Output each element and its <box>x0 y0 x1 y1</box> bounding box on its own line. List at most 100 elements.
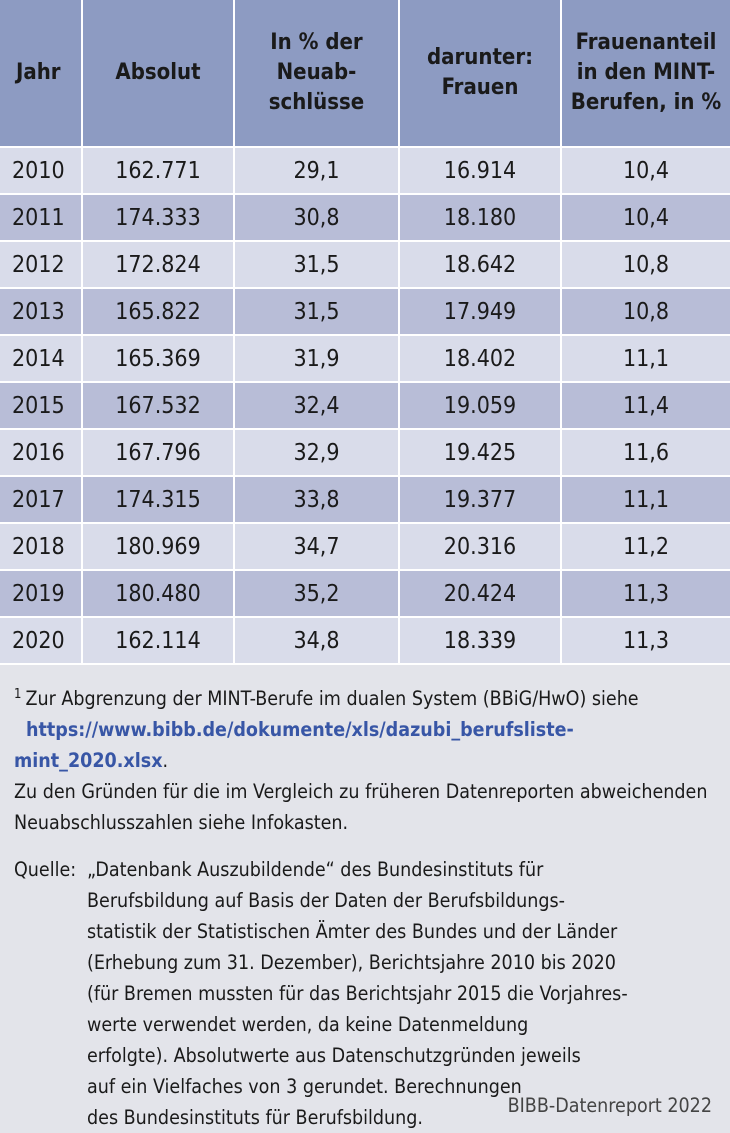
source-line: auf ein Vielfaches von 3 gerundet. Berec… <box>87 1075 522 1098</box>
header-jahr: Jahr <box>0 0 83 148</box>
table-row: 2020 162.114 34,8 18.339 11,3 <box>0 617 730 665</box>
footnote-line: 1 Zur Abgrenzung der MINT-Berufe im duale… <box>14 679 716 714</box>
cell-absolut: 165.369 <box>82 335 235 383</box>
header-frauenanteil: Frauenanteil in den MINT- Berufen, in % <box>561 0 730 148</box>
cell-anteil: 32,9 <box>234 429 400 477</box>
header-absolut: Absolut <box>82 0 235 148</box>
source-label: Quelle: <box>14 858 77 881</box>
cell-anteil: 29,1 <box>234 147 400 195</box>
cell-anteil: 31,9 <box>234 335 400 383</box>
footnote-link-line: https://www.bibb.de/dokumente/xls/dazubi… <box>14 714 716 776</box>
source-text: „Datenbank Auszubildende“ des Bundesinst… <box>87 854 716 1133</box>
cell-absolut: 165.822 <box>82 288 235 336</box>
source-line: des Bundesinstituts für Berufsbildung. <box>87 1106 423 1129</box>
footnote: 1 Zur Abgrenzung der MINT-Berufe im duale… <box>14 679 716 838</box>
cell-jahr: 2016 <box>0 429 83 477</box>
table-row: 2014 165.369 31,9 18.402 11,1 <box>0 335 730 383</box>
cell-jahr: 2018 <box>0 523 83 571</box>
source-line: (für Bremen mussten für das Berichtsjahr… <box>87 982 628 1005</box>
cell-frauen: 18.402 <box>399 335 562 383</box>
cell-absolut: 174.315 <box>82 476 235 524</box>
cell-absolut: 172.824 <box>82 241 235 289</box>
table-row: 2016 167.796 32,9 19.425 11,6 <box>0 429 730 477</box>
cell-anteil: 31,5 <box>234 288 400 336</box>
cell-absolut: 180.480 <box>82 570 235 618</box>
source-line: (Erhebung zum 31. Dezember), Berichtsjah… <box>87 951 616 974</box>
cell-frauen: 18.642 <box>399 241 562 289</box>
header-frauenanteil-line: Frauenanteil <box>575 30 717 55</box>
cell-anteil: 34,8 <box>234 617 400 665</box>
cell-frauenanteil: 10,4 <box>561 194 730 242</box>
cell-frauenanteil: 11,3 <box>561 617 730 665</box>
cell-absolut: 167.532 <box>82 382 235 430</box>
table-row: 2017 174.315 33,8 19.377 11,1 <box>0 476 730 524</box>
cell-jahr: 2020 <box>0 617 83 665</box>
cell-frauenanteil: 11,4 <box>561 382 730 430</box>
cell-frauenanteil: 11,2 <box>561 523 730 571</box>
cell-anteil: 33,8 <box>234 476 400 524</box>
header-anteil-line: schlüsse <box>268 90 365 115</box>
cell-anteil: 30,8 <box>234 194 400 242</box>
cell-jahr: 2013 <box>0 288 83 336</box>
cell-jahr: 2015 <box>0 382 83 430</box>
source-line: statistik der Statistischen Ämter des Bu… <box>87 920 618 943</box>
cell-frauen: 18.339 <box>399 617 562 665</box>
cell-jahr: 2019 <box>0 570 83 618</box>
cell-jahr: 2014 <box>0 335 83 383</box>
footnote-link[interactable]: https://www.bibb.de/dokumente/xls/dazubi… <box>14 718 574 772</box>
cell-anteil: 35,2 <box>234 570 400 618</box>
cell-frauenanteil: 11,1 <box>561 335 730 383</box>
cell-absolut: 167.796 <box>82 429 235 477</box>
cell-frauenanteil: 10,8 <box>561 241 730 289</box>
cell-frauen: 19.377 <box>399 476 562 524</box>
cell-anteil: 32,4 <box>234 382 400 430</box>
cell-frauen: 20.316 <box>399 523 562 571</box>
header-frauen: darunter: Frauen <box>399 0 562 148</box>
cell-frauenanteil: 11,1 <box>561 476 730 524</box>
footnote-continuation: Neuabschlusszahlen siehe Infokasten. <box>14 811 349 834</box>
table-row: 2015 167.532 32,4 19.059 11,4 <box>0 382 730 430</box>
footnote-link-after: . <box>162 749 169 772</box>
cell-jahr: 2010 <box>0 147 83 195</box>
cell-absolut: 174.333 <box>82 194 235 242</box>
cell-frauenanteil: 11,6 <box>561 429 730 477</box>
cell-anteil: 34,7 <box>234 523 400 571</box>
cell-jahr: 2017 <box>0 476 83 524</box>
cell-frauen: 18.180 <box>399 194 562 242</box>
cell-jahr: 2012 <box>0 241 83 289</box>
cell-frauen: 19.425 <box>399 429 562 477</box>
mint-table: Jahr Absolut In % der Neuab- schlüsse da… <box>0 0 730 665</box>
footnote-marker: 1 <box>14 687 22 702</box>
cell-jahr: 2011 <box>0 194 83 242</box>
cell-frauenanteil: 11,3 <box>561 570 730 618</box>
header-frauenanteil-line: in den MINT- <box>576 60 716 85</box>
cell-frauenanteil: 10,8 <box>561 288 730 336</box>
table-row: 2019 180.480 35,2 20.424 11,3 <box>0 570 730 618</box>
header-frauenanteil-line: Berufen, in % <box>570 90 722 115</box>
table-row: 2012 172.824 31,5 18.642 10,8 <box>0 241 730 289</box>
cell-frauen: 20.424 <box>399 570 562 618</box>
source-line: erfolgte). Absolutwerte aus Datenschutzg… <box>87 1044 581 1067</box>
source-line: werte verwendet werden, da keine Datenme… <box>87 1013 529 1036</box>
footnote-text: Zur Abgrenzung der MINT-Berufe im dualen… <box>25 687 639 710</box>
table-header-row: Jahr Absolut In % der Neuab- schlüsse da… <box>0 0 730 148</box>
cell-frauenanteil: 10,4 <box>561 147 730 195</box>
notes-section: 1 Zur Abgrenzung der MINT-Berufe im duale… <box>0 665 730 1133</box>
cell-absolut: 180.969 <box>82 523 235 571</box>
header-anteil-line: Neuab- <box>276 60 357 85</box>
table-row: 2010 162.771 29,1 16.914 10,4 <box>0 147 730 195</box>
header-frauen-line: darunter: <box>426 45 534 70</box>
table-row: 2018 180.969 34,7 20.316 11,2 <box>0 523 730 571</box>
report-credit: BIBB-Datenreport 2022 <box>507 1094 712 1117</box>
source-line: „Datenbank Auszubildende“ des Bundesinst… <box>87 858 544 881</box>
table-row: 2013 165.822 31,5 17.949 10,8 <box>0 288 730 336</box>
cell-absolut: 162.114 <box>82 617 235 665</box>
cell-anteil: 31,5 <box>234 241 400 289</box>
cell-frauen: 16.914 <box>399 147 562 195</box>
header-anteil: In % der Neuab- schlüsse <box>234 0 400 148</box>
header-frauen-line: Frauen <box>441 75 519 100</box>
table-row: 2011 174.333 30,8 18.180 10,4 <box>0 194 730 242</box>
cell-frauen: 19.059 <box>399 382 562 430</box>
cell-absolut: 162.771 <box>82 147 235 195</box>
